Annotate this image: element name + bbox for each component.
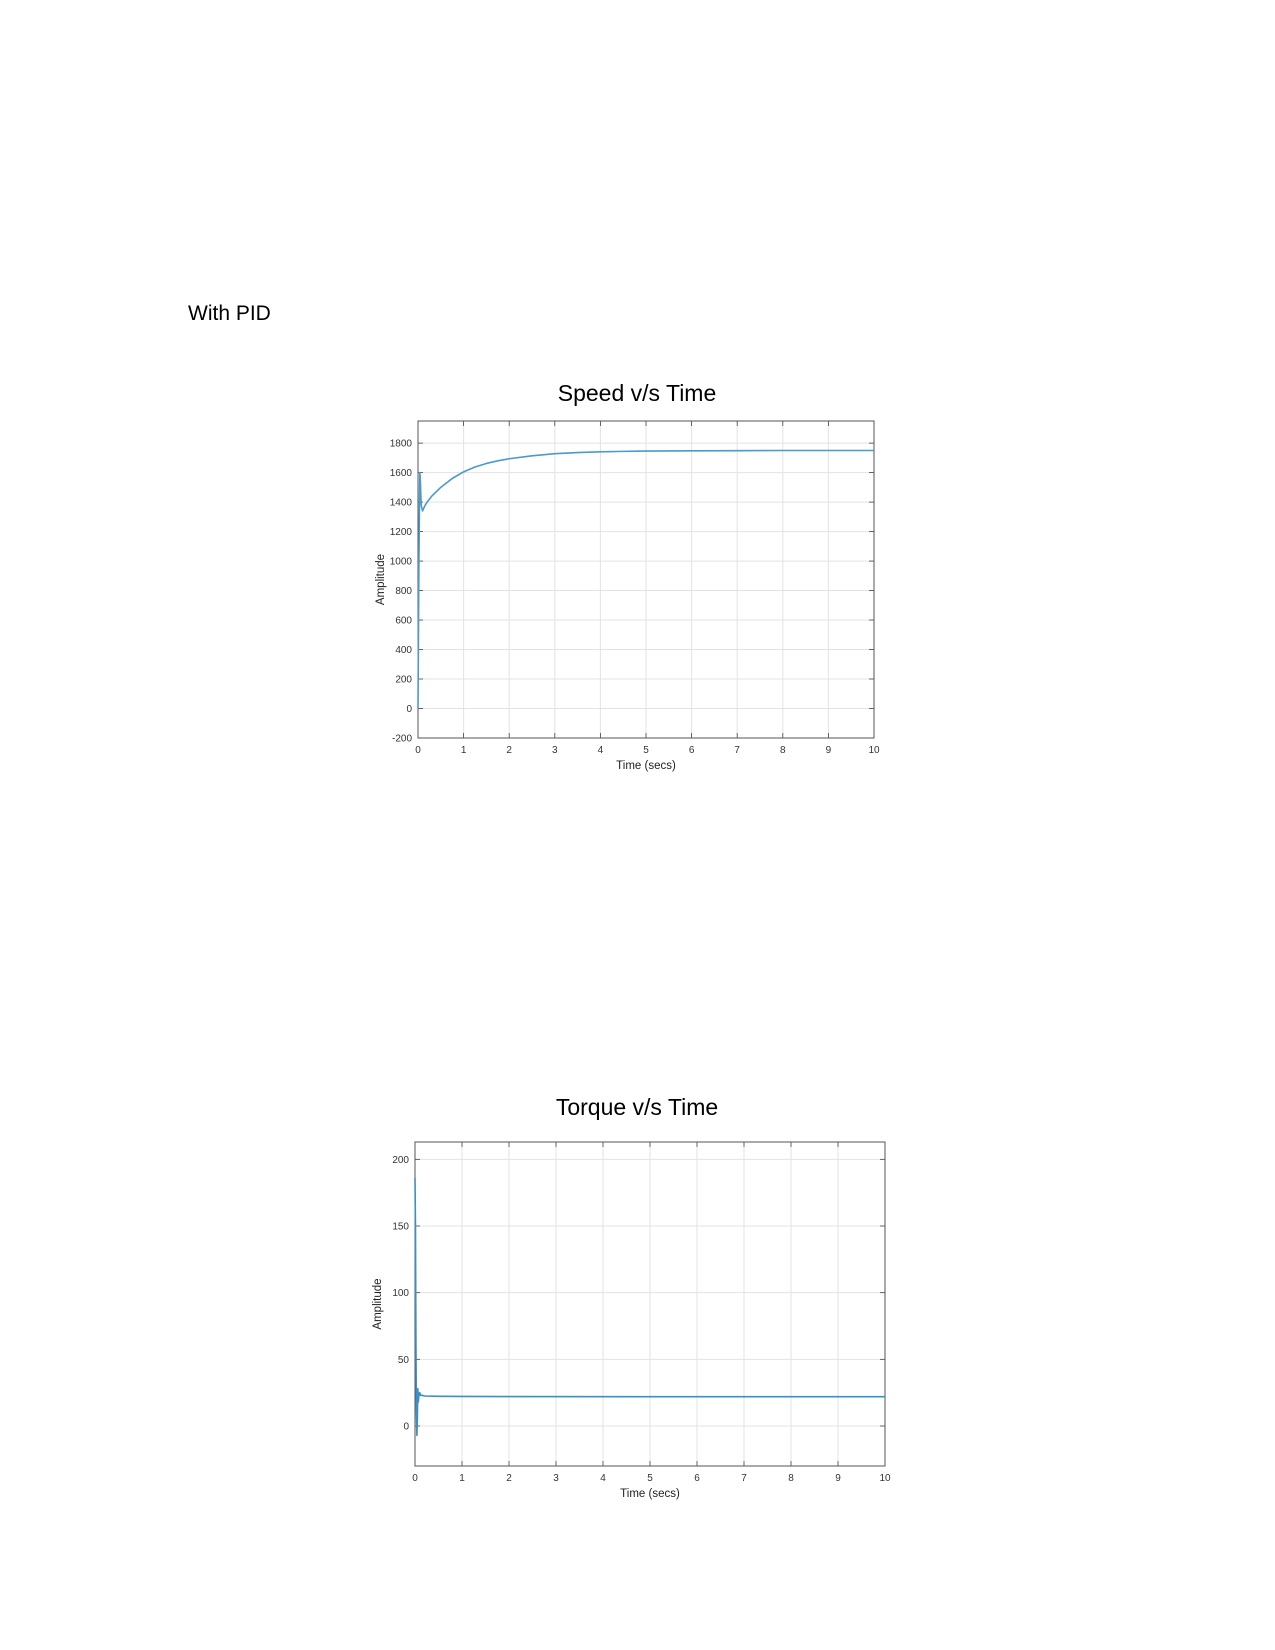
y-tick-label: 1400 bbox=[390, 498, 413, 509]
y-tick-label: 1200 bbox=[390, 527, 413, 538]
y-axis-label: Amplitude bbox=[372, 1278, 384, 1329]
x-axis-label: Time (secs) bbox=[620, 1488, 680, 1500]
x-tick-label: 10 bbox=[868, 745, 880, 756]
y-tick-label: 200 bbox=[395, 675, 412, 686]
x-tick-label: 9 bbox=[835, 1473, 841, 1484]
x-tick-label: 9 bbox=[826, 745, 832, 756]
x-tick-label: 5 bbox=[647, 1473, 653, 1484]
series-line-0 bbox=[417, 449, 874, 709]
x-tick-label: 8 bbox=[780, 745, 786, 756]
y-tick-label: 1000 bbox=[390, 557, 413, 568]
y-tick-label: 50 bbox=[398, 1355, 410, 1366]
x-tick-label: 1 bbox=[459, 1473, 465, 1484]
y-tick-label: 1800 bbox=[390, 439, 413, 450]
y-tick-label: 1600 bbox=[390, 468, 413, 479]
x-tick-label: 6 bbox=[689, 745, 695, 756]
x-tick-label: 8 bbox=[788, 1473, 794, 1484]
speed-chart: 0 1 2 3 4 5 6 7 8 9 10-200020040060080010001200140… bbox=[375, 420, 880, 772]
x-tick-label: 7 bbox=[734, 745, 740, 756]
x-tick-label: 0 bbox=[412, 1473, 418, 1484]
y-tick-label: 150 bbox=[392, 1222, 409, 1233]
x-tick-label: 1 bbox=[461, 745, 467, 756]
y-tick-label: 200 bbox=[392, 1155, 409, 1166]
speed-chart-title: Speed v/s Time bbox=[557, 380, 717, 406]
x-tick-label: 2 bbox=[506, 745, 512, 756]
torque-chart-title: Torque v/s Time bbox=[555, 1094, 719, 1120]
x-tick-label: 3 bbox=[553, 1473, 559, 1484]
x-tick-label: 3 bbox=[552, 745, 558, 756]
series-line-0 bbox=[414, 1177, 885, 1437]
x-tick-label: 2 bbox=[506, 1473, 512, 1484]
x-tick-label: 4 bbox=[598, 745, 604, 756]
y-tick-label: 0 bbox=[406, 704, 412, 715]
x-tick-label: 0 bbox=[415, 745, 421, 756]
x-tick-label: 4 bbox=[600, 1473, 606, 1484]
y-tick-label: 100 bbox=[392, 1288, 409, 1299]
x-tick-label: 6 bbox=[694, 1473, 700, 1484]
x-tick-label: 7 bbox=[741, 1473, 747, 1484]
y-tick-label: 600 bbox=[395, 616, 412, 627]
x-tick-label: 10 bbox=[879, 1473, 891, 1484]
y-tick-label: 800 bbox=[395, 586, 412, 597]
y-tick-label: 0 bbox=[403, 1422, 409, 1433]
x-axis-label: Time (secs) bbox=[616, 760, 676, 772]
x-tick-label: 5 bbox=[643, 745, 649, 756]
y-tick-label: 400 bbox=[395, 645, 412, 656]
y-tick-label: -200 bbox=[392, 734, 412, 745]
page-heading: With PID bbox=[188, 302, 271, 325]
y-axis-label: Amplitude bbox=[375, 554, 387, 605]
